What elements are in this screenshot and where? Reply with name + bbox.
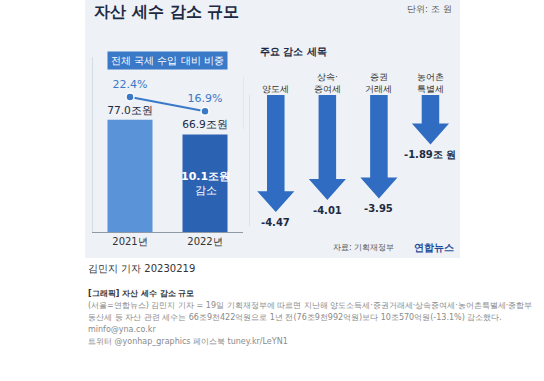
svg-text:상속·증여세: 상속·증여세 — [314, 72, 341, 94]
svg-text:양도세: 양도세 — [262, 84, 289, 94]
html-text:김민지 기자 20230219: 김민지 기자 20230219 — [88, 263, 196, 274]
html-text:minfo@yna.co.kr: minfo@yna.co.kr — [88, 325, 156, 334]
svg-text:자산 세수 감소 규모: 자산 세수 감소 규모 — [94, 2, 239, 21]
svg-text:-4.01: -4.01 — [313, 205, 342, 216]
svg-text:-4.47: -4.47 — [261, 217, 290, 228]
svg-text:단위: 조 원: 단위: 조 원 — [407, 4, 452, 14]
svg-text:22.4%: 22.4% — [113, 78, 148, 91]
html-text:[그래픽] 자산 세수 감소 규모: [그래픽] 자산 세수 감소 규모 — [88, 289, 195, 298]
html-text:트위터 @yonhap_graphics 페이스북 tune: 트위터 @yonhap_graphics 페이스북 tuney.kr/LeYN1 — [88, 337, 288, 346]
svg-text:주요 감소 세목: 주요 감소 세목 — [260, 46, 327, 57]
svg-text:농어촌특별세: 농어촌특별세 — [417, 72, 444, 94]
svg-text:-1.89조 원: -1.89조 원 — [404, 149, 456, 160]
svg-text:16.9%: 16.9% — [188, 92, 223, 105]
svg-text:연합뉴스: 연합뉴스 — [414, 242, 454, 253]
svg-text:자료: 기획재정부: 자료: 기획재정부 — [333, 243, 394, 252]
svg-text:77.0조원: 77.0조원 — [107, 104, 153, 117]
svg-text:-3.95: -3.95 — [364, 203, 393, 214]
svg-text:전체 국세 수입 대비 비중: 전체 국세 수입 대비 비중 — [111, 55, 224, 66]
html-text:(서울=연합뉴스) 김민지 기자 = 19일 기획재정부에: (서울=연합뉴스) 김민지 기자 = 19일 기획재정부에 따르면 지난해 양도… — [88, 301, 533, 322]
svg-text:2021년: 2021년 — [112, 236, 147, 247]
svg-text:2022년: 2022년 — [187, 236, 222, 247]
svg-text:증권거래세: 증권거래세 — [365, 72, 392, 94]
svg-text:66.9조원: 66.9조원 — [182, 118, 228, 131]
svg-text:10.1조원감소: 10.1조원감소 — [181, 170, 230, 197]
